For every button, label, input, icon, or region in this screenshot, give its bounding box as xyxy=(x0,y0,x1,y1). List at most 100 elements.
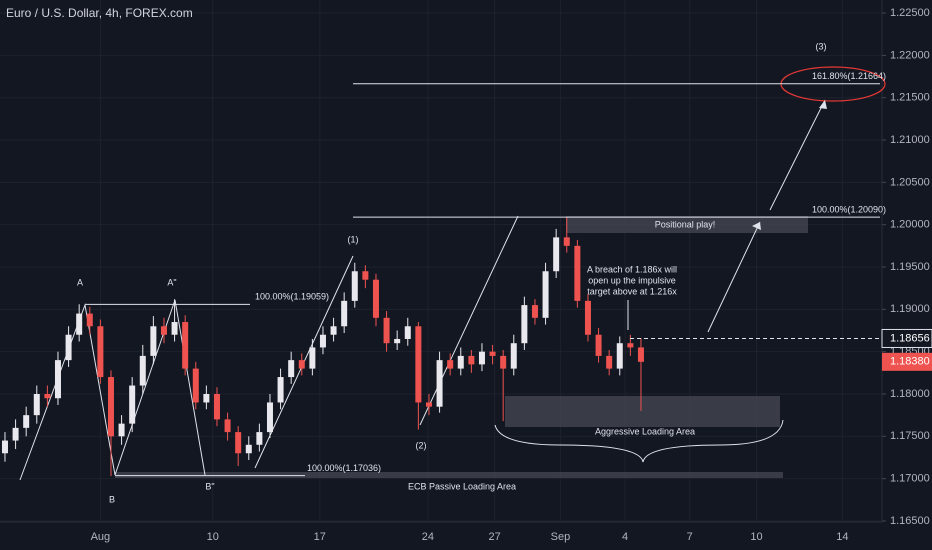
candle-body xyxy=(330,326,337,335)
x-tick-label: 17 xyxy=(314,531,326,543)
candle-body xyxy=(616,343,623,369)
annotation: Positional play! xyxy=(655,219,716,229)
candle-body xyxy=(447,360,454,369)
x-tick-label: 10 xyxy=(207,531,219,543)
candle-body xyxy=(245,444,252,454)
x-tick-label: 14 xyxy=(836,531,848,543)
x-tick-label: Sep xyxy=(551,531,571,543)
candle-body xyxy=(44,393,51,399)
candle-body xyxy=(383,317,390,344)
y-tick-label: 1.21000 xyxy=(890,134,930,146)
marker-price-box xyxy=(881,328,932,348)
candle-body xyxy=(404,326,411,339)
y-tick-label: 1.19000 xyxy=(890,303,930,315)
candle-body xyxy=(351,271,358,301)
candle-body xyxy=(595,334,602,356)
x-tick-label: 24 xyxy=(422,531,434,543)
candle-body xyxy=(266,402,273,433)
level-label: 100.00%(1.20090) xyxy=(812,204,886,214)
candle-body xyxy=(277,377,284,403)
candle-body xyxy=(118,423,125,437)
annotation: B" xyxy=(205,481,214,491)
candle-body xyxy=(553,237,560,272)
passive-box xyxy=(115,472,783,478)
candle-body xyxy=(12,427,19,441)
candle-body xyxy=(1,440,8,454)
candle-body xyxy=(637,347,644,362)
candle-body xyxy=(489,351,496,356)
candle-body xyxy=(457,355,464,369)
annotation: B xyxy=(109,494,115,504)
candle-body xyxy=(468,355,475,365)
last-price-label: 1.18380 xyxy=(890,356,930,368)
level-label: 100.00%(1.19059) xyxy=(255,292,329,302)
candle-body xyxy=(213,393,220,420)
chart-title: Euro / U.S. Dollar, 4h, FOREX.com xyxy=(6,6,193,20)
grid xyxy=(0,0,882,522)
level-label: 100.00%(1.17036) xyxy=(307,463,381,473)
candle-body xyxy=(563,237,570,246)
candles xyxy=(1,217,644,477)
y-tick-label: 1.17500 xyxy=(890,430,930,442)
candle-body xyxy=(415,326,422,403)
candle-body xyxy=(288,360,295,378)
arrow-line xyxy=(707,221,761,333)
brace xyxy=(494,419,784,463)
candle-body xyxy=(606,355,613,369)
x-tick-label: 4 xyxy=(622,531,628,543)
candle-body xyxy=(203,393,210,403)
marker-price-label: 1.18656 xyxy=(890,332,930,344)
candle-body xyxy=(542,271,549,318)
candle-body xyxy=(425,402,432,407)
y-tick-label: 1.19500 xyxy=(890,261,930,273)
annotation: ECB Passive Loading Area xyxy=(408,481,516,491)
y-tick-label: 1.20000 xyxy=(890,219,930,231)
candle-body xyxy=(76,313,83,335)
x-tick-label: 10 xyxy=(750,531,762,543)
candle-body xyxy=(171,322,178,335)
arrow-head xyxy=(819,100,827,109)
candle-body xyxy=(65,334,72,361)
candle-body xyxy=(150,326,157,356)
wave-line xyxy=(419,215,519,426)
candle-body xyxy=(298,360,305,369)
candle-body xyxy=(54,360,61,399)
candle-body xyxy=(33,393,40,416)
candle-body xyxy=(500,355,507,369)
candle-body xyxy=(182,322,189,369)
candle-body xyxy=(341,300,348,327)
arrow-line xyxy=(769,99,826,211)
candle-body xyxy=(256,432,263,445)
aggressive-box xyxy=(505,396,780,427)
y-tick-label: 1.20500 xyxy=(890,176,930,188)
y-tick-label: 1.22000 xyxy=(890,49,930,61)
x-tick-label: Aug xyxy=(91,531,111,543)
candle-body xyxy=(129,385,136,424)
y-tick-label: 1.22500 xyxy=(890,7,930,19)
y-tick-label: 1.17000 xyxy=(890,473,930,485)
y-tick-label: 1.16500 xyxy=(890,515,930,527)
x-tick-label: 7 xyxy=(687,531,693,543)
annotation: (3) xyxy=(816,41,827,51)
annotation: A xyxy=(77,277,83,287)
candle-body xyxy=(510,343,517,369)
level-label: 161.80%(1.21664) xyxy=(812,71,886,81)
annotation: (1) xyxy=(348,234,359,244)
candle-body xyxy=(192,368,199,403)
annotation: open up the impulsive xyxy=(588,275,676,285)
arrow-head xyxy=(752,222,761,230)
candle-body xyxy=(23,415,30,428)
candle-body xyxy=(372,279,379,318)
annotation: target above at 1.216x xyxy=(587,286,677,296)
annotations: 100.00%(1.19059) 100.00%(1.17036) 100.00%(… xyxy=(77,41,886,504)
candle-body xyxy=(521,305,528,344)
candle-body xyxy=(160,326,167,335)
candle-body xyxy=(107,377,114,437)
candle-body xyxy=(224,419,231,433)
candle-body xyxy=(584,300,591,335)
candle-body xyxy=(309,347,316,369)
candle-body xyxy=(436,360,443,407)
candle-body xyxy=(319,334,326,348)
